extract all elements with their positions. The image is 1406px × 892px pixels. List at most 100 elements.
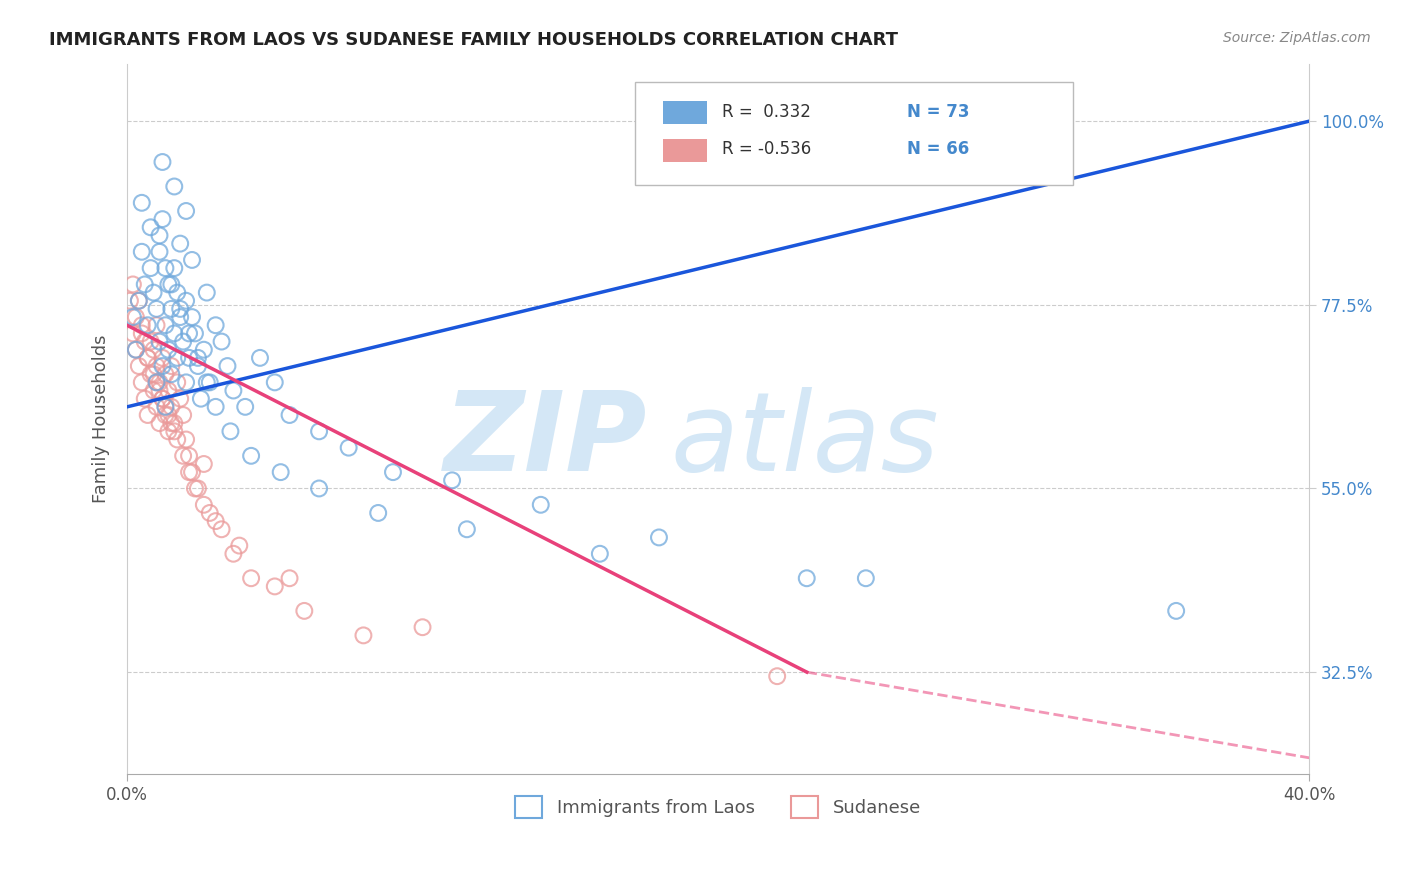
Text: Source: ZipAtlas.com: Source: ZipAtlas.com: [1223, 31, 1371, 45]
Point: [240, 449, 263, 463]
Point: [172, 334, 194, 349]
Point: [160, 301, 183, 316]
Point: [145, 301, 167, 316]
Point: [204, 318, 226, 333]
Point: [145, 376, 167, 390]
Point: [166, 351, 188, 365]
Point: [177, 465, 200, 479]
Point: [177, 449, 200, 463]
Point: [412, 620, 434, 634]
Text: IMMIGRANTS FROM LAOS VS SUDANESE FAMILY HOUSEHOLDS CORRELATION CHART: IMMIGRANTS FROM LAOS VS SUDANESE FAMILY …: [49, 31, 898, 49]
Point: [174, 204, 197, 219]
Point: [263, 579, 285, 593]
Point: [352, 628, 374, 642]
Point: [148, 376, 170, 390]
Point: [278, 408, 301, 422]
Point: [152, 392, 174, 406]
Point: [181, 252, 204, 267]
Point: [337, 441, 360, 455]
Point: [766, 669, 789, 683]
Point: [155, 318, 177, 333]
Point: [160, 368, 183, 382]
FancyBboxPatch shape: [636, 82, 1073, 185]
Point: [152, 351, 174, 365]
Point: [382, 465, 405, 479]
Point: [174, 376, 197, 390]
Text: N = 73: N = 73: [907, 103, 970, 121]
Point: [134, 392, 156, 406]
Point: [163, 261, 186, 276]
Point: [145, 376, 167, 390]
Point: [240, 571, 263, 585]
Point: [1166, 604, 1188, 618]
Point: [195, 376, 218, 390]
Point: [125, 310, 148, 324]
Point: [152, 359, 174, 373]
Point: [169, 236, 191, 251]
Point: [228, 539, 250, 553]
Point: [184, 326, 207, 341]
Point: [187, 359, 209, 373]
Point: [796, 571, 818, 585]
Point: [155, 400, 177, 414]
Point: [145, 359, 167, 373]
Point: [160, 359, 183, 373]
Point: [128, 359, 150, 373]
Point: [131, 195, 153, 210]
Point: [152, 212, 174, 227]
Text: R =  0.332: R = 0.332: [721, 103, 810, 121]
Point: [249, 351, 271, 365]
Point: [145, 400, 167, 414]
Point: [222, 384, 245, 398]
Point: [160, 400, 183, 414]
Point: [174, 293, 197, 308]
Text: atlas: atlas: [671, 387, 939, 494]
Point: [263, 376, 285, 390]
Point: [174, 433, 197, 447]
Point: [163, 179, 186, 194]
Point: [128, 293, 150, 308]
Point: [589, 547, 612, 561]
Text: N = 66: N = 66: [907, 140, 970, 158]
Point: [128, 293, 150, 308]
Point: [308, 425, 330, 439]
Point: [160, 277, 183, 292]
Point: [187, 482, 209, 496]
Point: [148, 334, 170, 349]
Point: [211, 334, 233, 349]
Point: [131, 376, 153, 390]
Bar: [662, 138, 707, 162]
Point: [148, 244, 170, 259]
Point: [139, 334, 162, 349]
Point: [177, 351, 200, 365]
Point: [131, 326, 153, 341]
Point: [169, 301, 191, 316]
Point: [157, 384, 180, 398]
Point: [139, 368, 162, 382]
Point: [195, 285, 218, 300]
Point: [131, 244, 153, 259]
Point: [122, 326, 145, 341]
Point: [169, 392, 191, 406]
Point: [131, 318, 153, 333]
Point: [193, 498, 215, 512]
Point: [219, 425, 242, 439]
Point: [145, 318, 167, 333]
Point: [155, 400, 177, 414]
Point: [136, 408, 159, 422]
Point: [308, 482, 330, 496]
Point: [136, 318, 159, 333]
Point: [148, 228, 170, 243]
Point: [163, 425, 186, 439]
Point: [157, 425, 180, 439]
Bar: [662, 101, 707, 124]
Point: [177, 326, 200, 341]
Point: [292, 604, 315, 618]
Point: [155, 261, 177, 276]
Point: [118, 293, 141, 308]
Point: [278, 571, 301, 585]
Y-axis label: Family Households: Family Households: [93, 334, 110, 503]
Point: [184, 482, 207, 496]
Point: [270, 465, 292, 479]
Point: [160, 416, 183, 430]
